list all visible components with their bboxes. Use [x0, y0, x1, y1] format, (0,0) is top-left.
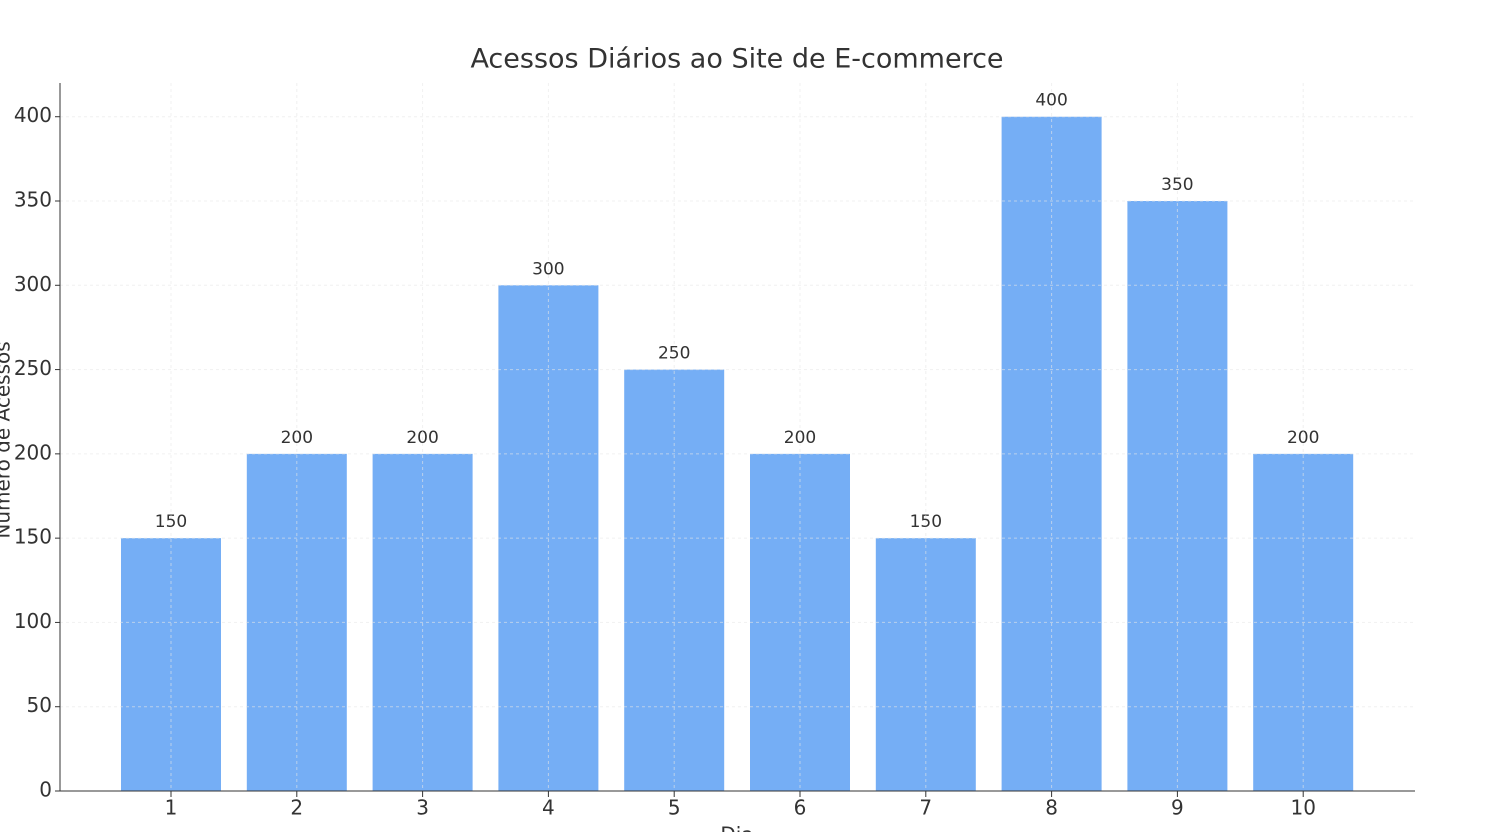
x-tick-label: 2	[290, 796, 303, 820]
bar	[121, 538, 221, 791]
y-tick-label: 400	[14, 103, 52, 127]
x-tick-label: 9	[1171, 796, 1184, 820]
x-tick-label: 6	[794, 796, 807, 820]
y-axis-label: Número de Acessos	[0, 341, 15, 538]
chart-title: Acessos Diários ao Site de E-commerce	[470, 44, 1003, 75]
x-tick-label: 7	[919, 796, 932, 820]
y-tick-label: 50	[27, 693, 52, 717]
x-tick-label: 5	[668, 796, 681, 820]
y-tick-label: 100	[14, 609, 52, 633]
bar	[875, 538, 976, 791]
y-tick-label: 350	[14, 188, 52, 212]
y-tick-label: 250	[14, 356, 52, 380]
x-tick-label: 1	[165, 796, 178, 820]
y-tick-label: 0	[39, 778, 52, 802]
x-tick-label: 4	[542, 796, 555, 820]
x-axis-label: Dia	[720, 823, 753, 832]
y-tick-label: 300	[14, 272, 52, 296]
y-tick-label: 150	[14, 525, 52, 549]
value-label: 400	[1035, 91, 1067, 111]
x-tick-label: 8	[1045, 796, 1058, 820]
x-tick-label: 10	[1290, 796, 1315, 820]
x-tick-label: 3	[416, 796, 429, 820]
y-tick-label: 200	[14, 440, 52, 464]
